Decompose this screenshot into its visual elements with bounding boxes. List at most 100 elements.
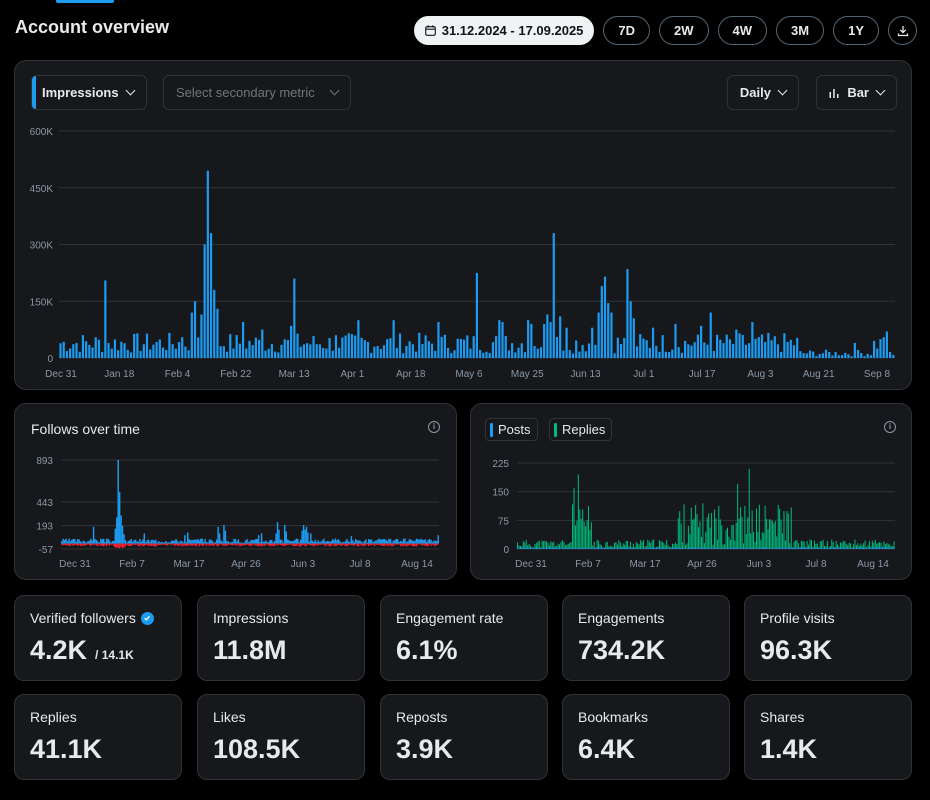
posts-bar	[577, 548, 579, 549]
impressions-bar	[373, 346, 376, 358]
interval-select[interactable]: Daily	[726, 75, 799, 110]
impressions-bar	[732, 343, 735, 358]
follows-bar	[169, 542, 172, 544]
metric-card-verified-followers[interactable]: Verified followers 4.2K / 14.1K	[14, 595, 182, 681]
date-range-picker[interactable]: 31.12.2024 - 17.09.2025	[413, 16, 595, 45]
impressions-bar	[370, 352, 373, 358]
range-1y-button[interactable]: 1Y	[833, 16, 879, 45]
impressions-bar	[514, 352, 517, 358]
unfollows-bar	[149, 543, 151, 546]
follows-bar	[140, 541, 143, 544]
replies-bar	[650, 542, 652, 549]
unfollows-bar	[294, 543, 296, 547]
follows-bar	[194, 539, 196, 544]
range-2w-button[interactable]: 2W	[659, 16, 709, 45]
unfollows-bar	[250, 543, 253, 546]
x-tick-label: Mar 17	[629, 559, 661, 570]
legend-replies[interactable]: Replies	[549, 418, 613, 441]
impressions-bar	[507, 350, 511, 358]
follows-bar-chart: -57 193 443 893 Dec 31 Feb 7 Mar 17 Apr 26 Jun 3…	[36, 456, 439, 570]
impressions-bar	[719, 339, 722, 358]
x-tick-label: Feb 4	[165, 369, 191, 380]
impressions-bar	[792, 345, 796, 358]
metric-card-bookmarks[interactable]: Bookmarks 6.4K	[562, 694, 730, 780]
unfollows-bar	[255, 543, 257, 546]
unfollows-bar	[313, 543, 315, 547]
metric-card-engagement-rate[interactable]: Engagement rate 6.1%	[380, 595, 548, 681]
primary-metric-select[interactable]: Impressions	[31, 75, 147, 110]
replies-bar	[622, 543, 624, 549]
replies-bar	[826, 541, 828, 549]
chart-type-select[interactable]: Bar	[816, 75, 897, 110]
unfollows-bar	[63, 543, 66, 545]
y-tick-label: 225	[492, 459, 509, 470]
impressions-bar	[546, 314, 549, 358]
posts-bar	[559, 548, 561, 549]
unfollows-bar	[124, 543, 127, 547]
follows-bar	[184, 535, 186, 544]
unfollows-bar	[146, 543, 148, 546]
info-icon[interactable]: i	[884, 421, 896, 433]
posts-bar	[742, 547, 744, 549]
follows-bar	[79, 541, 82, 544]
date-range-controls: 31.12.2024 - 17.09.2025 7D 2W 4W 3M 1Y	[413, 16, 917, 45]
posts-bar	[839, 548, 841, 549]
unfollows-bar	[412, 543, 415, 547]
follows-bar	[286, 539, 289, 544]
secondary-metric-select[interactable]: Select secondary metric	[163, 75, 351, 110]
metric-card-profile-visits[interactable]: Profile visits 96.3K	[744, 595, 912, 681]
unfollows-bar	[204, 543, 206, 545]
impressions-bar	[520, 343, 523, 358]
follows-bar	[221, 541, 224, 544]
unfollows-bar	[247, 543, 250, 546]
follows-bar	[153, 540, 156, 544]
unfollows-bar	[415, 543, 418, 547]
metric-card-impressions[interactable]: Impressions 11.8M	[197, 595, 365, 681]
follows-bar	[152, 539, 154, 544]
posts-bar	[677, 548, 679, 549]
impressions-bar	[796, 337, 799, 358]
replies-bar	[564, 544, 566, 549]
range-7d-button[interactable]: 7D	[603, 16, 651, 45]
posts-bar	[713, 547, 715, 549]
posts-bar	[703, 547, 705, 549]
metric-card-shares[interactable]: Shares 1.4K	[744, 694, 912, 780]
follows-bar	[412, 541, 415, 544]
replies-bar	[579, 509, 581, 549]
posts-bar	[638, 548, 640, 549]
posts-bar	[648, 548, 650, 549]
impressions-bar	[414, 351, 418, 358]
posts-bar	[627, 547, 629, 549]
range-4w-button[interactable]: 4W	[717, 16, 768, 45]
follows-bar	[84, 541, 86, 544]
follows-bar	[233, 538, 235, 544]
unfollows-bar	[359, 543, 361, 545]
unfollows-bar	[331, 543, 334, 545]
range-3m-button[interactable]: 3M	[776, 16, 825, 45]
impressions-bar	[334, 335, 338, 358]
metric-card-likes[interactable]: Likes 108.5K	[197, 694, 365, 780]
follows-bar	[116, 517, 118, 544]
unfollows-bar	[82, 543, 85, 546]
impressions-bar	[459, 338, 462, 358]
unfollows-bar	[372, 543, 374, 545]
replies-bar	[587, 506, 589, 549]
impressions-bar	[552, 233, 555, 358]
impressions-bar	[123, 343, 126, 358]
follows-bar	[202, 541, 205, 544]
posts-bar	[790, 547, 792, 549]
impressions-bar	[789, 339, 792, 358]
replies-bar	[530, 545, 532, 549]
follows-bar	[333, 540, 335, 544]
download-button[interactable]	[888, 16, 917, 45]
follows-bar	[273, 540, 276, 544]
y-tick-label: -57	[39, 545, 54, 556]
metric-card-engagements[interactable]: Engagements 734.2K	[562, 595, 730, 681]
info-icon[interactable]: i	[428, 421, 440, 433]
metric-card-replies[interactable]: Replies 41.1K	[14, 694, 182, 780]
legend-posts[interactable]: Posts	[485, 418, 538, 441]
posts-bar	[813, 548, 815, 549]
replies-bar	[693, 518, 695, 549]
metric-card-reposts[interactable]: Reposts 3.9K	[380, 694, 548, 780]
follows-bar	[211, 540, 214, 544]
